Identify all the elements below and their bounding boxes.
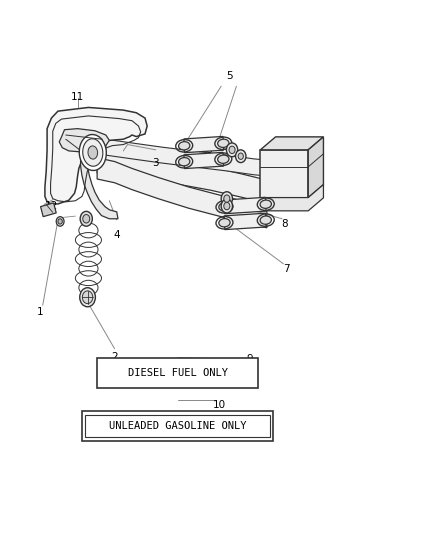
Bar bbox=[260, 150, 308, 198]
Polygon shape bbox=[224, 197, 266, 214]
Ellipse shape bbox=[179, 142, 190, 150]
Ellipse shape bbox=[79, 134, 106, 171]
Text: 9: 9 bbox=[246, 354, 253, 364]
Text: 5: 5 bbox=[226, 70, 233, 80]
Ellipse shape bbox=[88, 146, 98, 159]
Polygon shape bbox=[260, 184, 323, 211]
Ellipse shape bbox=[58, 219, 62, 224]
Ellipse shape bbox=[236, 150, 246, 163]
Polygon shape bbox=[308, 137, 323, 198]
Ellipse shape bbox=[221, 192, 233, 206]
Ellipse shape bbox=[80, 288, 95, 307]
Bar bbox=[85, 415, 270, 437]
Polygon shape bbox=[184, 136, 224, 152]
Polygon shape bbox=[184, 152, 224, 168]
Text: DIESEL FUEL ONLY: DIESEL FUEL ONLY bbox=[127, 368, 228, 378]
Ellipse shape bbox=[224, 203, 230, 210]
Text: 4: 4 bbox=[113, 230, 120, 240]
Text: 7: 7 bbox=[283, 264, 290, 274]
Ellipse shape bbox=[224, 195, 230, 203]
Bar bbox=[97, 358, 258, 389]
Ellipse shape bbox=[260, 200, 272, 208]
Ellipse shape bbox=[179, 158, 190, 166]
Text: 3: 3 bbox=[152, 158, 159, 168]
Polygon shape bbox=[45, 108, 147, 204]
Ellipse shape bbox=[229, 146, 235, 154]
Text: 10: 10 bbox=[212, 400, 226, 410]
Ellipse shape bbox=[218, 139, 229, 148]
Polygon shape bbox=[97, 150, 262, 203]
Ellipse shape bbox=[221, 199, 233, 213]
Ellipse shape bbox=[80, 212, 92, 226]
Polygon shape bbox=[81, 158, 118, 219]
Ellipse shape bbox=[260, 216, 272, 224]
Ellipse shape bbox=[83, 139, 103, 166]
Ellipse shape bbox=[238, 153, 244, 159]
Text: UNLEADED GASOLINE ONLY: UNLEADED GASOLINE ONLY bbox=[109, 421, 247, 431]
Polygon shape bbox=[260, 137, 323, 150]
Text: 12: 12 bbox=[45, 200, 58, 211]
Ellipse shape bbox=[219, 203, 230, 211]
Polygon shape bbox=[97, 158, 267, 228]
Text: 8: 8 bbox=[281, 219, 288, 229]
Ellipse shape bbox=[219, 219, 230, 227]
Ellipse shape bbox=[83, 215, 90, 223]
Ellipse shape bbox=[56, 216, 64, 226]
Ellipse shape bbox=[218, 155, 229, 163]
Text: 11: 11 bbox=[71, 92, 84, 102]
Polygon shape bbox=[224, 213, 266, 230]
Text: 6: 6 bbox=[205, 145, 212, 155]
Ellipse shape bbox=[82, 291, 93, 304]
Ellipse shape bbox=[226, 143, 238, 157]
Polygon shape bbox=[41, 203, 56, 216]
Bar bbox=[82, 411, 273, 441]
Polygon shape bbox=[59, 128, 110, 152]
Polygon shape bbox=[106, 139, 271, 176]
Text: 1: 1 bbox=[37, 306, 44, 317]
Text: 2: 2 bbox=[111, 352, 118, 361]
